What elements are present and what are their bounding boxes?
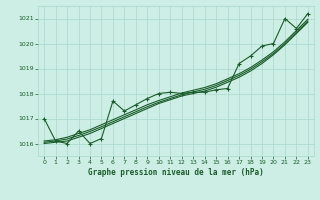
X-axis label: Graphe pression niveau de la mer (hPa): Graphe pression niveau de la mer (hPa) [88, 168, 264, 177]
